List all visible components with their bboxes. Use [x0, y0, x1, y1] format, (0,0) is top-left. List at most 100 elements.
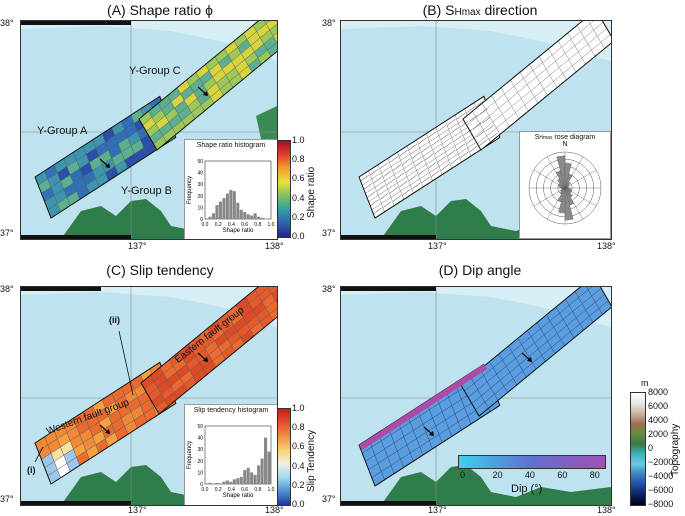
panel-b-lat-bottom: 37°	[322, 228, 336, 238]
panel-d-arrow-west-head	[429, 431, 434, 436]
topography-colorbar	[630, 392, 646, 506]
shape-ratio-hist-bar	[246, 214, 250, 219]
panel-c-fault-grid	[34, 287, 277, 485]
slip-tendency-histogram-title: Slip tendency histogram	[193, 407, 269, 414]
shmax-tick	[367, 191, 376, 198]
topography-tick: −6000	[648, 485, 674, 495]
shmax-tick	[466, 137, 475, 144]
shmax-tick	[415, 160, 424, 167]
panel-c-arrow-east-head	[203, 357, 208, 362]
shmax-tick	[399, 149, 408, 157]
slip-tendency-hist-ytick: 10	[197, 470, 203, 476]
rose-title-suffix: rose diagram	[552, 134, 596, 141]
shmax-tick	[424, 153, 434, 161]
shmax-tick	[428, 131, 437, 138]
panel-d-lat-bottom: 37°	[322, 494, 336, 504]
shmax-tick	[469, 145, 478, 153]
slip-tendency-hist-bar	[232, 479, 236, 484]
shape-ratio-cb-tick: 0.0	[292, 231, 305, 241]
dip-tick: 60	[557, 470, 568, 480]
shmax-tick	[380, 193, 389, 200]
shape-ratio-hist-ytick: 10	[197, 205, 203, 211]
shape-ratio-hist-ytick: 30	[197, 182, 203, 188]
shape-ratio-hist-ytick: 0	[200, 217, 203, 223]
panel-c-map-svg	[21, 287, 277, 505]
panel-b-lon-right: 138°	[597, 241, 616, 251]
slip-tendency-hist-bar	[208, 482, 212, 484]
group-c-cell	[265, 21, 277, 31]
shmax-east-cell	[588, 21, 594, 25]
eastern-fault-cell	[275, 298, 277, 304]
slip-tendency-hist-bar	[246, 467, 250, 484]
shape-ratio-hist-bar	[211, 213, 216, 219]
slip-tendency-hist-bar	[225, 480, 229, 484]
shape-ratio-hist-bar	[222, 198, 226, 219]
panel-a-arrow-west-head	[105, 163, 110, 168]
shmax-tick	[440, 164, 450, 171]
shape-ratio-hist-ytick: 20	[197, 194, 203, 200]
slip-tendency-hist-ylabel: Frequency	[187, 441, 193, 469]
shape-ratio-hist-xtick: 0.2	[215, 222, 222, 228]
shape-ratio-hist-bar	[260, 217, 264, 219]
shape-ratio-histogram-svg: 0 10 20 30 40 50 0.0 0.2 0.4 0.6 0.8 1.0 Shape ratio…	[187, 159, 275, 234]
panel-d-lon-left: 137°	[428, 505, 447, 515]
shape-ratio-hist-bar	[250, 215, 254, 219]
topography-tick: 6000	[648, 401, 669, 411]
shmax-tick	[380, 162, 389, 169]
shmax-tick	[370, 199, 379, 206]
shmax-tick	[418, 137, 427, 145]
dip-east-outline	[460, 287, 611, 417]
panel-b-map: SHmax rose diagram N	[340, 20, 612, 240]
shmax-tick	[373, 207, 382, 215]
shmax-tick	[444, 141, 453, 149]
shape-ratio-hist-bar	[225, 193, 229, 219]
slip-tendency-hist-bar	[236, 478, 240, 484]
slip-tendency-hist-bar	[253, 474, 257, 484]
shape-ratio-hist-ytick: 40	[197, 171, 203, 177]
shmax-tick	[399, 180, 408, 188]
shmax-west-outline	[358, 95, 501, 219]
panel-b-title-suffix: direction	[480, 2, 538, 18]
rose-petal	[557, 184, 566, 189]
shape-ratio-hist-bar	[229, 190, 233, 219]
dip-tick: 40	[524, 470, 535, 480]
panel-c-arrow-west-head	[105, 429, 110, 434]
group-c-cell	[269, 23, 277, 37]
shmax-tick	[447, 149, 456, 157]
shmax-tick	[466, 106, 475, 114]
rose-title-prefix: S	[534, 134, 540, 141]
group-c-outline	[138, 21, 277, 151]
shmax-tick	[412, 151, 421, 159]
shmax-tick	[476, 100, 485, 107]
shmax-tick	[463, 129, 472, 136]
shmax-tick	[456, 143, 466, 151]
shmax-tick	[460, 151, 469, 159]
panel-c-map: Eastern fault group Western fault group …	[20, 286, 278, 506]
eastern-fault-cell	[271, 289, 277, 301]
shape-ratio-hist-bar	[236, 202, 240, 219]
shape-ratio-hist-ytick: 50	[197, 159, 203, 165]
slip-tendency-cb-tick: 0.4	[292, 460, 305, 471]
eastern-fault-cell	[265, 299, 277, 315]
shmax-tick	[431, 170, 440, 177]
panel-a-fault-grid	[34, 21, 277, 219]
shmax-tick	[386, 178, 395, 186]
shape-ratio-hist-bar	[208, 216, 212, 219]
rose-petal	[564, 187, 573, 192]
slip-tendency-hist-ytick: 50	[197, 424, 203, 430]
shmax-tick	[479, 139, 488, 146]
slip-tendency-hist-ytick: 0	[200, 482, 203, 488]
dip-colorbar	[458, 455, 606, 469]
panel-a-lat-bottom: 37°	[0, 228, 14, 238]
shape-ratio-histogram-title: Shape ratio histogram	[196, 142, 266, 149]
dip-tick: 20	[492, 470, 503, 480]
slip-tendency-hist-xlabel: Shape ratio	[223, 493, 254, 499]
slip-tendency-hist-bar	[250, 472, 254, 484]
dip-steep-strip	[359, 364, 487, 450]
shape-ratio-colorbar-label: Shape ratio	[286, 129, 317, 218]
shmax-tick	[431, 139, 440, 147]
slip-tendency-cb-tick: 0.6	[292, 441, 305, 452]
slip-tendency-cb-tick: 1.0	[292, 403, 305, 413]
shape-ratio-hist-xlabel: Shape ratio	[223, 228, 254, 234]
shmax-tick	[479, 108, 488, 116]
